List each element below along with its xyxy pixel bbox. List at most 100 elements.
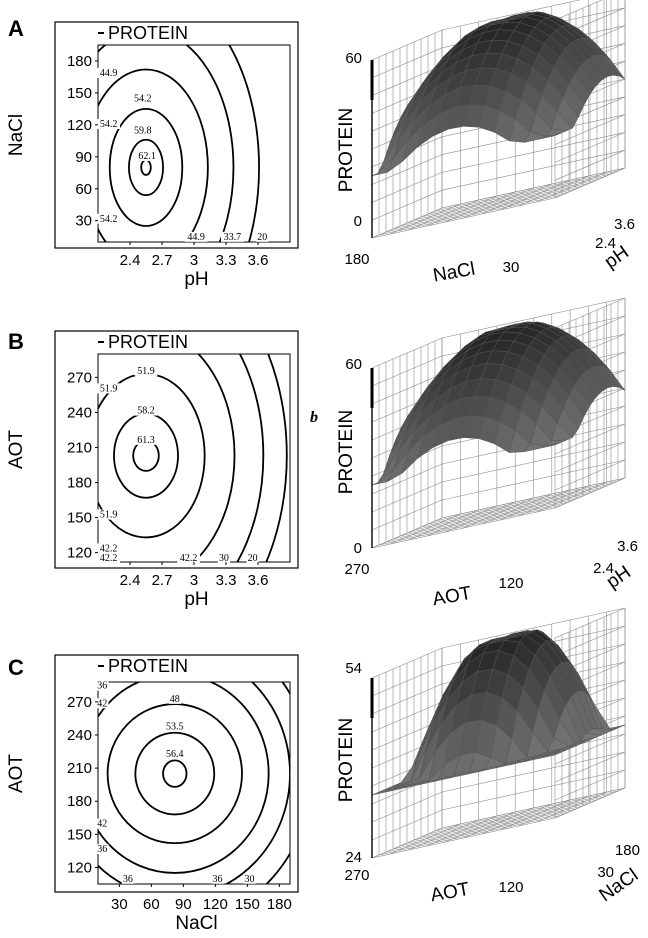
wall-grid — [371, 701, 443, 733]
y-tick-label: 270 — [67, 694, 92, 711]
contour-label-bg — [96, 818, 109, 829]
floor-grid — [518, 795, 589, 827]
contour-label: 54.2 — [100, 214, 118, 225]
contour-label: 54.2 — [100, 119, 118, 130]
contour-label-bg — [134, 434, 158, 445]
contour-label-bg — [163, 749, 187, 760]
floor-grid — [427, 483, 612, 525]
x-tick-label: 150 — [235, 896, 260, 913]
contour-label: 20 — [248, 553, 258, 564]
contour-line-3 — [106, 703, 243, 845]
floor-grid — [481, 493, 552, 525]
y-tick-label: 240 — [67, 404, 92, 421]
x-tick-label: 3 — [190, 572, 198, 589]
y-tick-label: 150 — [67, 85, 92, 102]
side-mark: b — [310, 409, 318, 426]
contour-line-3 — [108, 107, 184, 227]
y-tick-label: 60 — [75, 181, 92, 198]
floor-grid — [406, 182, 591, 224]
panel-letter: C — [8, 655, 24, 680]
x-tick-label: 180 — [267, 896, 292, 913]
floor-grid — [499, 179, 571, 211]
wall-grid — [371, 337, 443, 369]
y-tick-label: 180 — [67, 53, 92, 70]
floor-grid — [536, 481, 607, 513]
x-tick-label: 3.3 — [216, 572, 237, 589]
y-tick-label: 3.6 — [614, 216, 635, 233]
contour-label: 36 — [123, 874, 133, 885]
contour-panel-C: C PROTEIN 56.4 53.5 48 36 42 42 36 36 36 30 270 240 21… — [6, 654, 299, 934]
contour-label: 36 — [97, 844, 107, 855]
panel-letter: B — [8, 329, 24, 354]
contour-label: 42 — [97, 819, 107, 830]
floor-grid — [420, 796, 605, 838]
wall-grid — [554, 607, 626, 639]
legend-label: PROTEIN — [108, 332, 188, 352]
z-axis-title: PROTEIN — [336, 410, 357, 494]
contour-label-bg — [246, 552, 259, 563]
x-axis-title: AOT — [429, 879, 471, 907]
floor-grid — [481, 183, 552, 215]
contour-line-5 — [236, 354, 265, 562]
wall-grid — [441, 607, 626, 649]
floor-grid — [406, 492, 591, 534]
surface — [371, 11, 626, 176]
contour-label: 61.3 — [137, 435, 155, 446]
contour-label: 42 — [97, 698, 107, 709]
contour-label: 42.2 — [100, 553, 118, 564]
surface-facet — [371, 788, 394, 796]
contour-label: 62.1 — [138, 151, 156, 162]
contour-label-bg — [211, 873, 224, 884]
y-tick-label: 180 — [67, 793, 92, 810]
z-tick-label: 0 — [354, 213, 362, 230]
y-tick-label: 240 — [67, 727, 92, 744]
wall-grid — [441, 0, 581, 31]
contour-label-bg — [97, 509, 121, 520]
surface-facet — [539, 132, 561, 140]
contour-line-1 — [162, 759, 188, 788]
contour-label-bg — [221, 231, 244, 242]
z-tick-label: 60 — [345, 356, 362, 373]
contour-label: 36 — [212, 874, 222, 885]
contour-label-bg — [217, 552, 231, 563]
legend-label: PROTEIN — [108, 23, 188, 43]
contour-label-bg — [96, 698, 109, 709]
x-tick-label: 2.4 — [120, 572, 141, 589]
legend-label: PROTEIN — [108, 656, 188, 676]
contour-label: 59.8 — [134, 125, 152, 136]
wall-grid — [554, 625, 626, 657]
outer-frame — [54, 330, 299, 569]
y-tick-label: 210 — [67, 439, 92, 456]
contour-label-bg — [121, 873, 135, 884]
x-tick-label: 30 — [111, 896, 128, 913]
floor-grid — [536, 791, 607, 823]
floor-grid — [518, 175, 589, 207]
x-tick-label: 270 — [344, 867, 369, 884]
y-tick-label: 2.4 — [593, 560, 614, 577]
contour-label: 58.2 — [137, 406, 155, 417]
x-axis-title: NaCl — [175, 913, 217, 934]
contour-label-bg — [96, 843, 109, 854]
floor-grid — [434, 170, 619, 212]
y-tick-label: 30 — [597, 864, 614, 881]
y-tick-label: 120 — [67, 859, 92, 876]
y-tick-label: 210 — [67, 760, 92, 777]
y-tick-label: 30 — [75, 213, 92, 230]
x-tick-label: 30 — [503, 259, 520, 276]
x-tick-label: 90 — [175, 896, 192, 913]
floor-grid — [434, 790, 619, 832]
contour-line-6 — [265, 354, 288, 562]
outer-frame — [54, 21, 299, 249]
floor-grid — [413, 799, 598, 841]
contour-label-bg — [96, 680, 109, 691]
contour-line-6 — [228, 45, 260, 242]
contour-label-bg — [134, 365, 158, 376]
x-tick-label: 120 — [498, 575, 523, 592]
surface-facet — [539, 442, 561, 449]
contour-label: 42.2 — [100, 543, 118, 554]
wall-grid — [371, 29, 443, 61]
wall-grid — [371, 355, 443, 387]
contour-panel-A: A PROTEIN 62.1 59.8 54.2 44.9 54.2 54.2 44.9 33.7… — [6, 16, 299, 290]
